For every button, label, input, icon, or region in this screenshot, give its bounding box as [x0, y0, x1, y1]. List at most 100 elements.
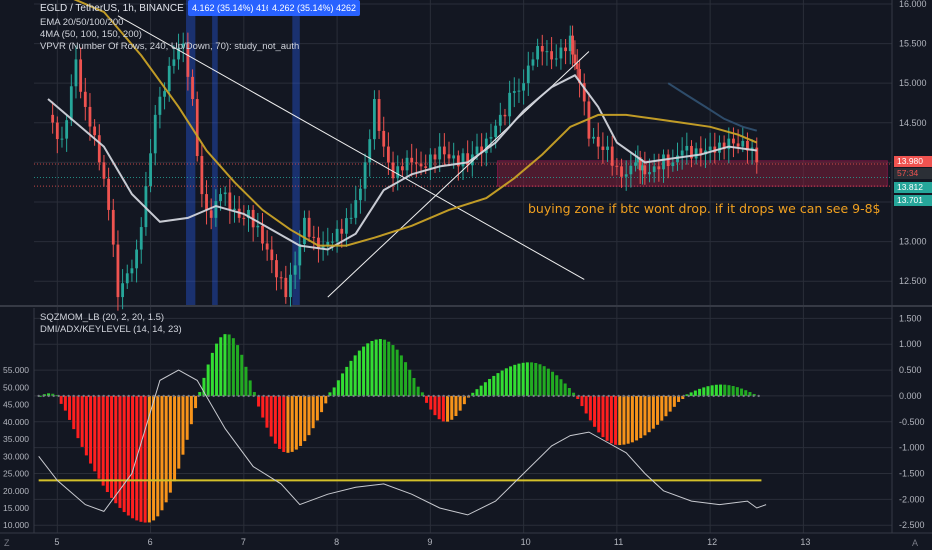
squeeze-dot [132, 394, 135, 398]
squeeze-dot [572, 394, 575, 398]
ema-legend[interactable]: EMA 20/50/100/200 [40, 17, 124, 28]
momentum-bar [727, 385, 731, 396]
candle-body [153, 114, 157, 154]
squeeze-dot [482, 394, 485, 398]
candle-body [135, 249, 138, 269]
momentum-bar [517, 363, 521, 396]
candle-body [116, 244, 120, 298]
squeeze-dot [312, 394, 315, 398]
candle-body [636, 157, 640, 163]
candle-body [638, 157, 642, 171]
candle-body [69, 86, 73, 121]
squeeze-dot [372, 394, 375, 398]
momentum-bar [651, 395, 655, 429]
momentum-bar [47, 393, 51, 396]
candle-body [755, 147, 759, 163]
candle-body [275, 260, 278, 278]
candle-body [247, 209, 250, 218]
candle-body [289, 274, 292, 298]
candle-body [564, 47, 567, 52]
squeeze-dot [72, 394, 75, 398]
squeeze-dot [122, 394, 125, 398]
candle-body [722, 142, 726, 150]
momentum-bar [441, 395, 445, 422]
momentum-bar [215, 343, 219, 396]
candle-body [391, 162, 395, 179]
squeeze-dot [757, 394, 760, 398]
squeeze-dot [577, 394, 580, 398]
squeeze-dot [342, 394, 345, 398]
sqz-legend[interactable]: SQZMOM_LB (20, 2, 20, 1.5) [40, 312, 165, 323]
candle-body [587, 101, 591, 139]
candle-body [359, 188, 362, 201]
squeeze-dot [367, 394, 370, 398]
squeeze-dot [177, 394, 180, 398]
candle-body [554, 58, 558, 60]
squeeze-dot [247, 394, 250, 398]
squeeze-dot [752, 394, 755, 398]
momentum-tick-label: -1.500 [899, 469, 925, 479]
squeeze-dot [677, 394, 680, 398]
candle-body [610, 146, 614, 166]
momentum-bar [647, 395, 651, 433]
candle-body [694, 148, 698, 159]
squeeze-dot [502, 394, 505, 398]
time-tick-label: 6 [148, 537, 153, 547]
squeeze-dot [602, 394, 605, 398]
candle-body [191, 76, 194, 100]
momentum-bar [593, 395, 597, 427]
adx-tick-label: 40.000 [3, 417, 29, 427]
momentum-bar [609, 395, 613, 444]
price-tick-label: 15.500 [899, 39, 927, 49]
candle-body [167, 65, 171, 92]
squeeze-dot [617, 394, 620, 398]
momentum-bar [723, 384, 727, 396]
candle-body [396, 166, 400, 179]
squeeze-dot [402, 394, 405, 398]
momentum-bar [114, 395, 118, 504]
ma4-legend[interactable]: 4MA (50, 100, 150, 200) [40, 29, 142, 40]
momentum-bar [349, 360, 353, 396]
candle-body [718, 142, 721, 153]
squeeze-dot [287, 394, 290, 398]
corner-label-left[interactable]: Z [4, 538, 10, 548]
highlight-vbar [186, 0, 196, 305]
momentum-bar [194, 395, 198, 409]
squeeze-dot [107, 394, 110, 398]
momentum-bar [685, 394, 689, 396]
squeeze-dot [92, 394, 95, 398]
candle-body [345, 218, 348, 234]
vpvr-legend[interactable]: VPVR (Number Of Rows, 240, Up/Down, 70):… [40, 41, 300, 52]
candle-body [575, 63, 579, 70]
momentum-bar [177, 395, 181, 469]
squeeze-dot [732, 394, 735, 398]
squeeze-dot [607, 394, 610, 398]
time-tick-label: 11 [614, 537, 623, 547]
squeeze-dot [252, 394, 255, 398]
candle-body [517, 90, 521, 92]
candle-body [209, 210, 213, 218]
squeeze-dot [637, 394, 640, 398]
squeeze-dot [517, 394, 520, 398]
squeeze-dot [512, 394, 515, 398]
candle-body [386, 146, 390, 163]
time-tick-label: 8 [334, 537, 339, 547]
momentum-bar [294, 395, 298, 450]
squeeze-dot [487, 394, 490, 398]
candle-body [498, 114, 502, 126]
candle-body [606, 146, 609, 150]
corner-label-right[interactable]: A [912, 538, 919, 548]
candle-body [107, 178, 111, 210]
momentum-bar [630, 395, 634, 443]
squeeze-dot [357, 394, 360, 398]
momentum-bar [173, 395, 177, 482]
squeeze-dot [237, 394, 240, 398]
momentum-bar [437, 395, 441, 420]
candle-body [657, 166, 661, 170]
dmi-legend[interactable]: DMI/ADX/KEYLEVEL (14, 14, 23) [40, 324, 182, 335]
candle-body [111, 209, 115, 245]
momentum-bar [614, 395, 618, 445]
momentum-bar [416, 386, 420, 396]
momentum-bar [147, 395, 151, 523]
